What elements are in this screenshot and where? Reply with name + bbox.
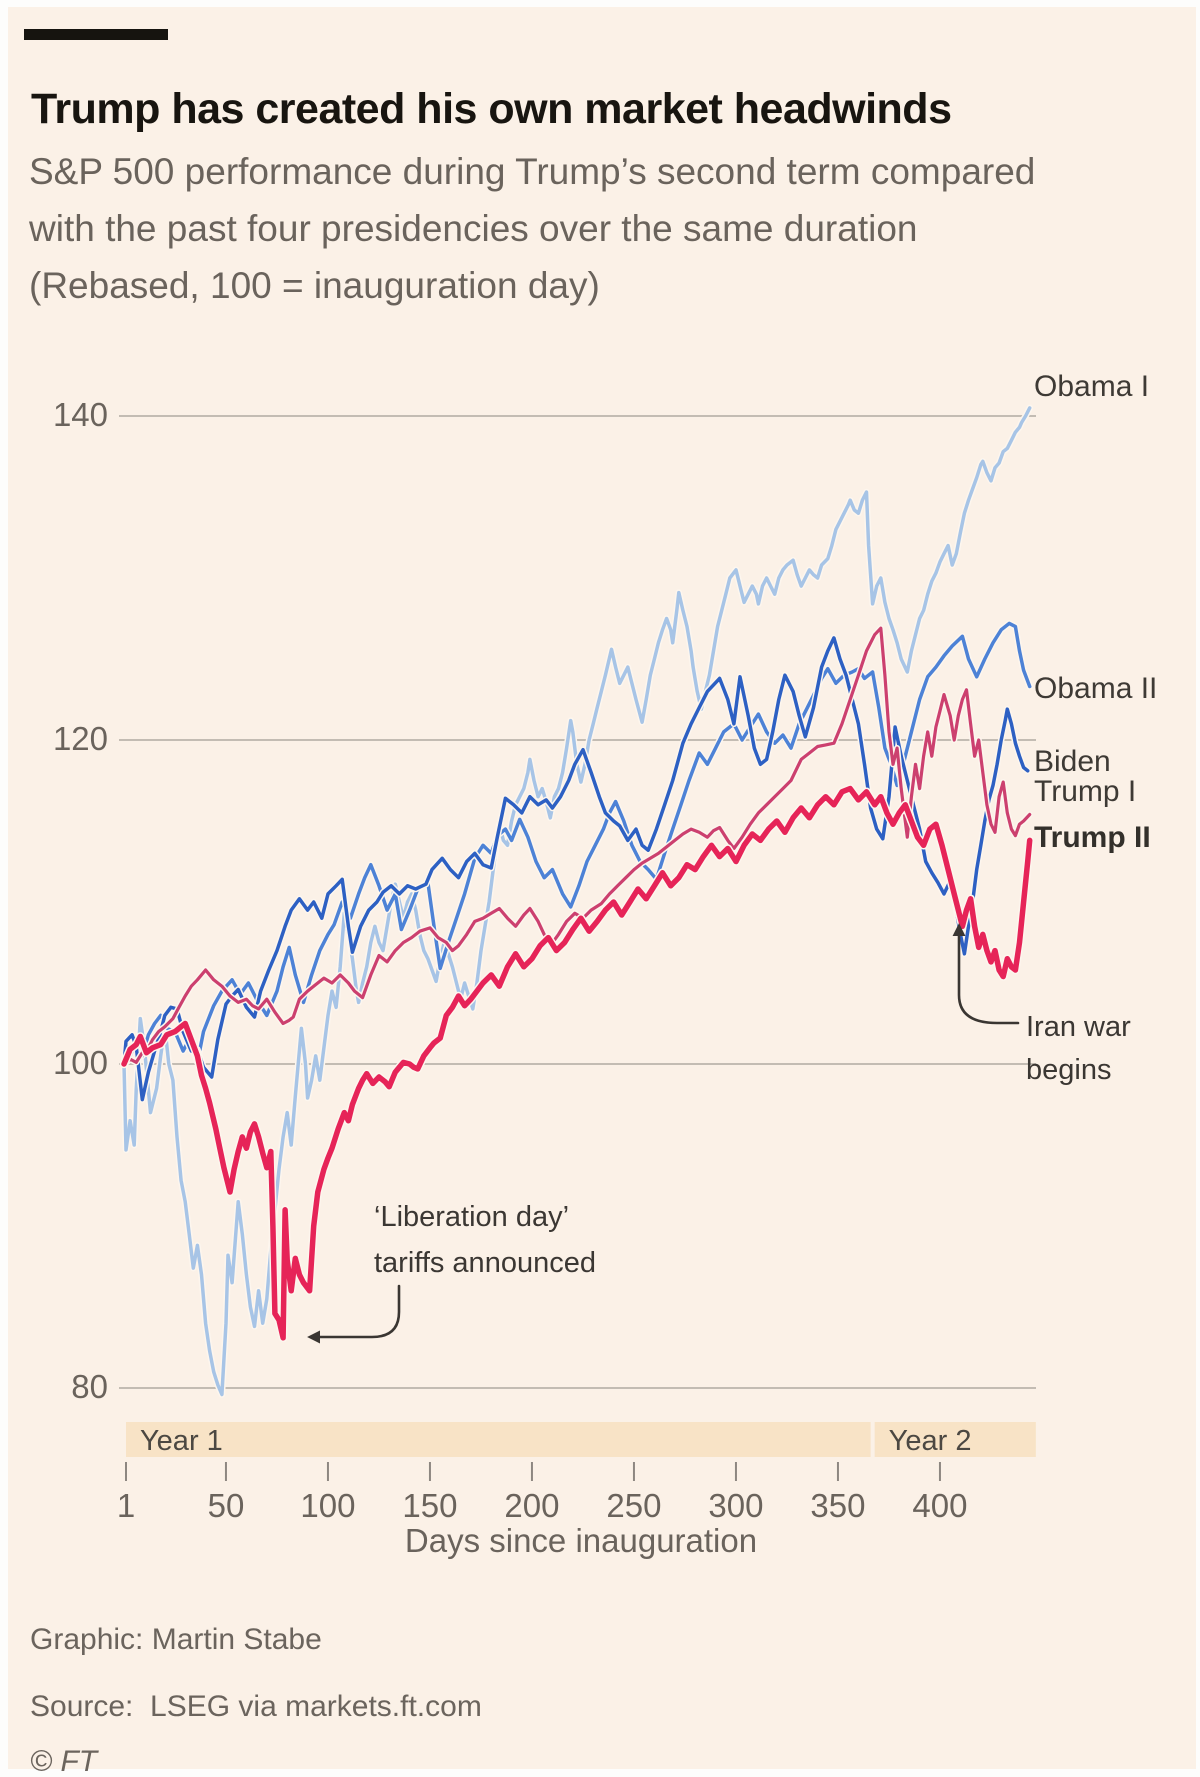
- y-tick-label-120: 120: [52, 720, 108, 757]
- source-line: Source: LSEG via markets.ft.com: [30, 1690, 482, 1723]
- y-tick-label-140: 140: [52, 396, 108, 433]
- year-band-1: [126, 1422, 871, 1457]
- year-band-label-1: Year 1: [140, 1425, 223, 1457]
- subtitle-line-3: (Rebased, 100 = inauguration day): [29, 265, 600, 306]
- x-tick-label-100: 100: [300, 1487, 356, 1524]
- series-line-obama-ii: [122, 621, 1032, 1066]
- series-label-trump-ii: Trump II: [1034, 820, 1151, 854]
- x-tick-label-200: 200: [504, 1487, 560, 1524]
- year-band-label-2: Year 2: [888, 1425, 972, 1457]
- series-label-trump-i: Trump I: [1034, 775, 1137, 809]
- x-tick-label-150: 150: [402, 1487, 458, 1524]
- series-line-biden: [122, 636, 1030, 1102]
- x-tick-label-50: 50: [207, 1487, 245, 1524]
- x-tick-label-300: 300: [708, 1487, 764, 1524]
- y-tick-label-100: 100: [52, 1044, 108, 1081]
- annotation-arrow-iran-war: [952, 923, 1020, 1025]
- subtitle-line-1: S&P 500 performance during Trump’s secon…: [29, 151, 1036, 192]
- year-band-2: [874, 1422, 1036, 1457]
- top-margin: [0, 0, 1200, 7]
- series-casing-biden: [120, 634, 1031, 1103]
- chart-subtitle: S&P 500 performance during Trump’s secon…: [29, 143, 1149, 314]
- annotation-iran-war-line-1: Iran war: [1026, 1011, 1131, 1043]
- x-tick-label-400: 400: [912, 1487, 968, 1524]
- ft-copyright: © FT: [30, 1745, 98, 1777]
- series-label-obama-ii: Obama II: [1034, 671, 1158, 705]
- x-tick-label-1: 1: [116, 1487, 136, 1524]
- page-title: Trump has created his own market headwin…: [31, 84, 952, 133]
- x-tick-label-250: 250: [606, 1487, 662, 1524]
- series-label-biden: Biden: [1034, 744, 1111, 778]
- series-line-trump-i: [122, 626, 1032, 1066]
- left-margin: [0, 0, 8, 1777]
- x-tick-label-350: 350: [810, 1487, 866, 1524]
- bottom-margin: [0, 1769, 1200, 1777]
- annotation-arrow-liberation-day: [307, 1284, 401, 1344]
- series-line-trump-ii: [121, 785, 1033, 1341]
- y-tick-label-80: 80: [71, 1368, 108, 1405]
- annotation-iran-war-line-2: begins: [1026, 1054, 1112, 1086]
- graphic-credit: Graphic: Martin Stabe: [30, 1623, 322, 1656]
- right-margin: [1196, 0, 1200, 1777]
- annotation-liberation-day-line-2: tariffs announced: [374, 1247, 596, 1279]
- annotation-liberation-day-line-1: ‘Liberation day’: [374, 1201, 570, 1233]
- kicker-bar: [24, 29, 168, 40]
- series-label-obama-i: Obama I: [1034, 370, 1150, 404]
- subtitle-line-2: with the past four presidencies over the…: [29, 208, 918, 249]
- x-axis-title: Days since inauguration: [404, 1522, 758, 1559]
